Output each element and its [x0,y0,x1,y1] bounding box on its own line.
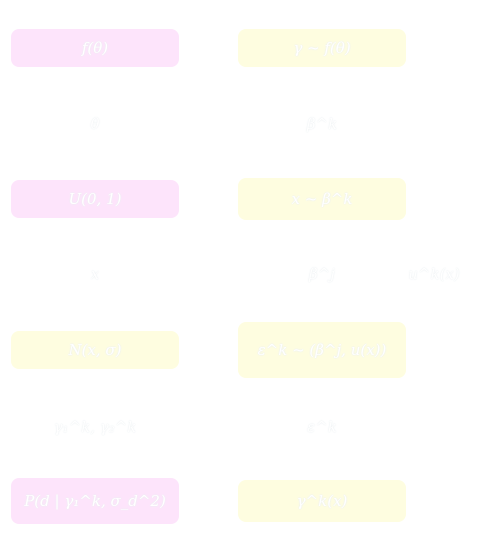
node-gamma-f-theta-text: γ ~ f(θ) [293,39,351,57]
node-f-theta: f(θ) [11,29,179,67]
node-epsilon-expr: ε^k ~ (β^j, u(x)) [238,322,406,378]
node-theta-text: θ [90,115,100,133]
node-gamma-k-x-text: γ^k(x) [296,492,348,510]
node-beta-j-text: β^j [309,265,335,283]
node-f-theta-text: f(θ) [81,39,109,57]
node-n-x-sigma: N(x, σ) [11,331,179,369]
node-beta-j: β^j [298,260,346,288]
node-gamma-pair: γ₁^k, γ₂^k [50,412,140,442]
node-posterior: P(d | γ₁^k, σ_d^2) [11,478,179,524]
node-beta-k: β^k [300,110,344,138]
node-x-beta-k: x ~ β^k [238,178,406,220]
node-epsilon-k-text: ε^k [307,418,337,436]
node-x-beta-k-text: x ~ β^k [291,190,353,208]
node-x-text: x [90,265,100,283]
node-u-k-x: u^k(x) [398,260,470,288]
node-beta-k-text: β^k [306,115,338,133]
node-epsilon-expr-text: ε^k ~ (β^j, u(x)) [257,341,387,359]
node-u-k-x-text: u^k(x) [408,265,460,283]
node-n-x-sigma-text: N(x, σ) [68,341,122,359]
node-uniform-text: U(0, 1) [68,190,122,208]
node-posterior-text: P(d | γ₁^k, σ_d^2) [24,492,166,510]
node-epsilon-k: ε^k [298,412,346,442]
node-uniform: U(0, 1) [11,180,179,218]
node-gamma-k-x: γ^k(x) [238,480,406,522]
node-gamma-f-theta: γ ~ f(θ) [238,29,406,67]
node-x: x [75,260,115,288]
node-theta: θ [75,110,115,138]
node-gamma-pair-text: γ₁^k, γ₂^k [53,418,137,436]
